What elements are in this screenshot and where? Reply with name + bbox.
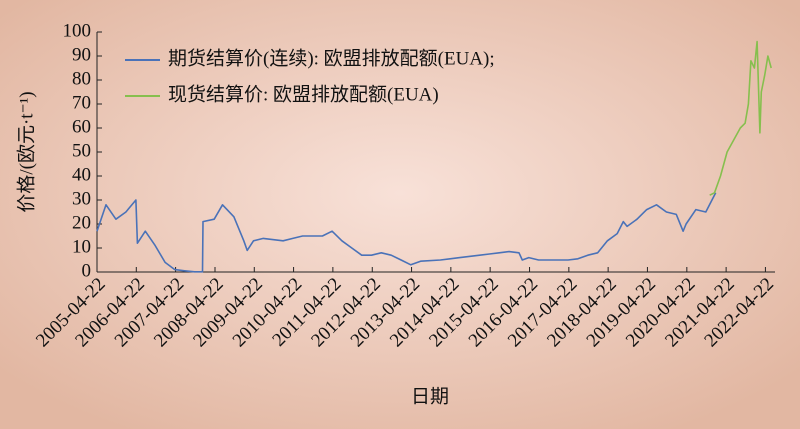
x-axis-label: 日期	[411, 385, 449, 407]
y-tick-label: 70	[72, 92, 91, 113]
line-series	[709, 40, 772, 196]
y-tick-label: 0	[82, 260, 92, 281]
y-tick-label: 10	[72, 236, 91, 257]
y-axis-label: 价格/(欧元·t⁻¹)	[15, 91, 37, 212]
y-tick-label: 100	[63, 20, 92, 41]
y-tick-label: 30	[72, 188, 91, 209]
y-tick-label: 60	[72, 116, 91, 137]
y-tick-label: 90	[72, 44, 91, 65]
line-series	[96, 192, 717, 273]
legend-label: 期货结算价(连续): 欧盟排放配额(EUA);	[168, 47, 495, 69]
y-tick-label: 40	[72, 164, 91, 185]
y-tick-label: 50	[72, 140, 91, 161]
y-tick-label: 80	[72, 68, 91, 89]
legend-label: 现货结算价: 欧盟排放配额(EUA)	[168, 83, 439, 105]
y-tick-label: 20	[72, 212, 91, 233]
